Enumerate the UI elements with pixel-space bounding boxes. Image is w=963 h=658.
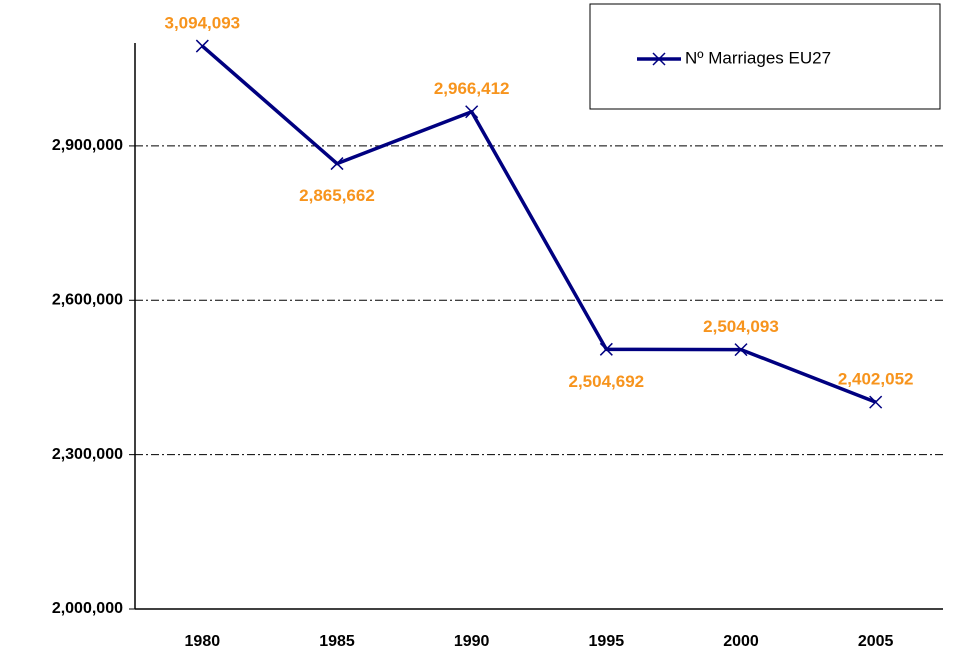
data-label: 3,094,093 — [165, 14, 241, 33]
y-tick-label: 2,900,000 — [52, 137, 123, 154]
marker — [734, 343, 748, 357]
legend-box — [589, 3, 941, 110]
data-label: 2,504,692 — [569, 372, 645, 391]
marker — [465, 105, 479, 119]
y-tick-label: 2,300,000 — [52, 446, 123, 463]
legend-marker — [652, 52, 666, 66]
x-tick-label: 1990 — [454, 633, 490, 650]
data-label: 2,402,052 — [838, 370, 914, 389]
y-tick-label: 2,000,000 — [52, 600, 123, 617]
legend-label: Nº Marriages EU27 — [685, 48, 831, 67]
x-tick-label: 1995 — [589, 633, 625, 650]
data-label: 2,966,412 — [434, 79, 510, 98]
marker — [330, 157, 344, 171]
series-line — [201, 44, 877, 404]
y-tick-label: 2,600,000 — [52, 291, 123, 308]
data-label: 2,865,662 — [299, 186, 375, 205]
marker — [195, 39, 209, 53]
data-label: 2,504,093 — [703, 317, 779, 336]
x-tick-label: 1985 — [319, 633, 355, 650]
x-tick-label: 2005 — [858, 633, 894, 650]
marker — [869, 395, 883, 409]
x-tick-label: 2000 — [723, 633, 759, 650]
marker — [599, 342, 613, 356]
x-tick-label: 1980 — [185, 633, 221, 650]
